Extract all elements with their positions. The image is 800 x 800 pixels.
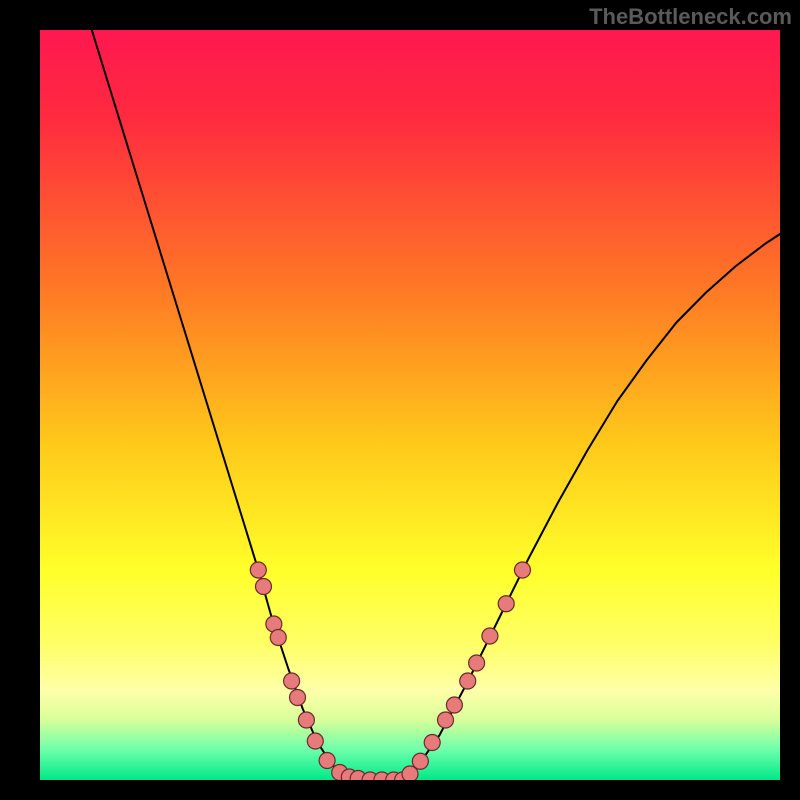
data-marker [514,562,530,578]
data-marker [255,579,271,595]
data-marker [284,673,300,689]
data-marker [438,712,454,728]
watermark-text: TheBottleneck.com [589,4,792,30]
data-marker [319,753,335,769]
gradient-background [40,30,780,780]
data-marker [469,655,485,671]
data-marker [498,596,514,612]
data-marker [298,712,314,728]
plot-area [40,30,780,780]
data-marker [482,628,498,644]
data-marker [270,630,286,646]
data-marker [290,690,306,706]
data-marker [460,673,476,689]
data-marker [424,735,440,751]
data-marker [250,562,266,578]
data-marker [412,753,428,769]
plot-svg [40,30,780,780]
data-marker [307,733,323,749]
data-marker [446,697,462,713]
